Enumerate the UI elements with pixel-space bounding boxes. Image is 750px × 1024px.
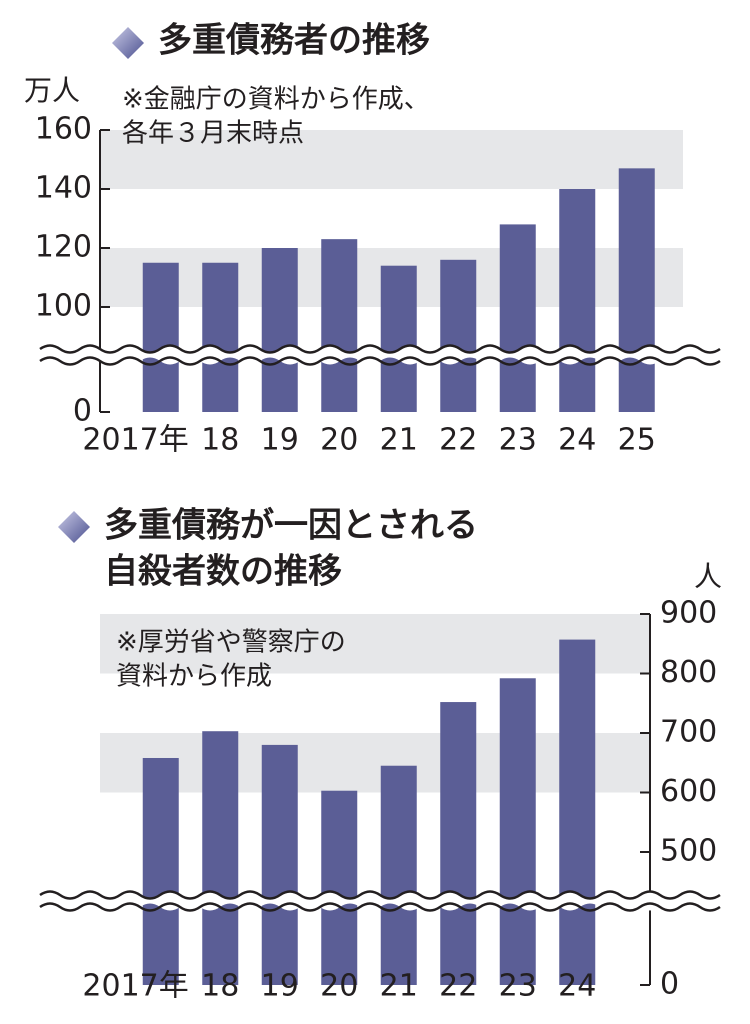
x-tick-label: 18 — [201, 969, 239, 1004]
bar — [559, 189, 596, 412]
bar — [618, 168, 655, 412]
x-tick-label: 23 — [499, 969, 537, 1004]
chart-title: 多重債務が一因とされる — [104, 506, 478, 546]
x-tick-label: 21 — [380, 969, 418, 1004]
y-tick-label: 140 — [35, 171, 92, 206]
bar — [142, 262, 179, 412]
axis-break-fill — [20, 345, 720, 365]
bar — [202, 731, 239, 985]
bar — [559, 639, 596, 985]
bar — [440, 702, 477, 985]
x-tick-label: 24 — [558, 423, 596, 458]
chart-title: 多重債務者の推移 — [158, 21, 430, 61]
y-tick-label: 0 — [73, 394, 92, 429]
x-tick-label: 22 — [439, 423, 477, 458]
bar — [142, 757, 179, 985]
axis-break-line — [39, 902, 721, 912]
axis-break-line — [39, 356, 721, 366]
x-tick-label: 19 — [261, 969, 299, 1004]
x-tick-label: 24 — [558, 969, 596, 1004]
note: ※厚労省や警察庁の — [116, 628, 346, 658]
bar — [261, 248, 298, 412]
note: 各年３月末時点 — [122, 119, 304, 149]
axis-break-line — [39, 890, 721, 900]
bar — [321, 239, 358, 412]
x-tick-label: 2017年 — [82, 423, 188, 458]
grid-band — [100, 733, 650, 793]
x-tick-label: 23 — [499, 423, 537, 458]
bar — [440, 259, 477, 412]
x-tick-label: 2017年 — [82, 969, 188, 1004]
y-tick-label: 120 — [35, 230, 92, 265]
title-icon — [112, 27, 144, 59]
bar — [499, 678, 536, 985]
x-tick-label: 20 — [320, 969, 358, 1004]
chart-title: 自殺者数の推移 — [104, 552, 342, 592]
note: 資料から作成 — [116, 662, 272, 692]
bar — [380, 765, 417, 985]
bar — [499, 224, 536, 412]
bar — [261, 744, 298, 985]
bar — [202, 262, 239, 412]
bar — [380, 265, 417, 412]
y-tick-label: 700 — [660, 715, 717, 750]
y-tick-label: 500 — [660, 834, 717, 869]
y-tick-label: 600 — [660, 774, 717, 809]
x-tick-label: 19 — [261, 423, 299, 458]
y-tick-label: 900 — [660, 596, 717, 631]
y-tick-label: 100 — [35, 289, 92, 324]
y-unit: 万人 — [24, 74, 80, 107]
bar — [321, 790, 358, 985]
grid-band — [100, 614, 650, 674]
note: ※金融庁の資料から作成、 — [122, 85, 430, 115]
y-unit: 人 — [694, 560, 722, 593]
y-tick-label: 160 — [35, 112, 92, 147]
axis-break-fill — [20, 891, 720, 911]
x-tick-label: 25 — [618, 423, 656, 458]
y-tick-label: 0 — [660, 967, 679, 1002]
x-tick-label: 22 — [439, 969, 477, 1004]
title-icon — [58, 511, 90, 543]
x-tick-label: 18 — [201, 423, 239, 458]
x-tick-label: 21 — [380, 423, 418, 458]
grid-band — [100, 130, 683, 189]
y-tick-label: 800 — [660, 655, 717, 690]
axis-break-line — [39, 344, 721, 354]
x-tick-label: 20 — [320, 423, 358, 458]
